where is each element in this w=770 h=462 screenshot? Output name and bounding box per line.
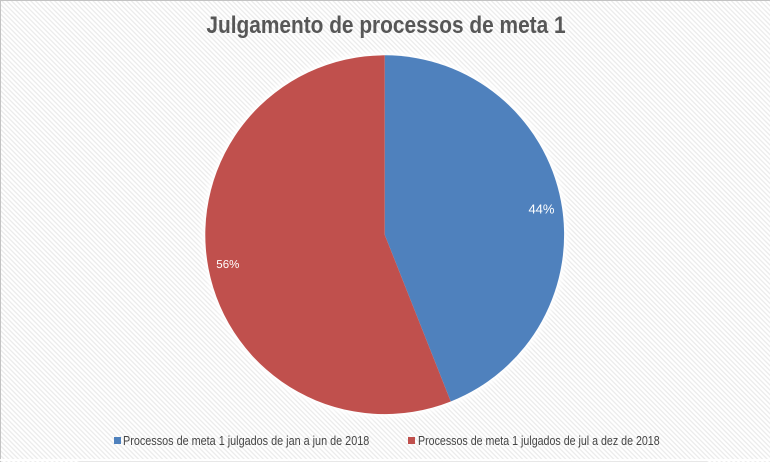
chart-legend: Processos de meta 1 julgados de jan a ju… (0, 433, 770, 449)
chart-border-top (0, 0, 770, 1)
legend-label-jul-dez: Processos de meta 1 julgados de jul a de… (418, 433, 660, 448)
data-label-jan-jun: 44% (528, 201, 554, 216)
pie-slice-jul-dez[interactable] (205, 55, 451, 415)
bottom-edge-line (79, 460, 707, 462)
legend-swatch-jul-dez (407, 437, 415, 445)
legend-label-jan-jun: Processos de meta 1 julgados de jan a ju… (123, 433, 370, 448)
legend-swatch-jan-jun (113, 437, 121, 445)
legend-item-jul-dez[interactable]: Processos de meta 1 julgados de jul a de… (407, 433, 704, 449)
chart-border-left (0, 0, 1, 462)
legend-item-jan-jun[interactable]: Processos de meta 1 julgados de jan a ju… (113, 433, 410, 449)
data-label-jul-dez: 56% (216, 259, 239, 271)
pie-slice-jan-jun[interactable] (384, 55, 565, 402)
chart-title[interactable]: Julgamento de processos de meta 1 (206, 12, 566, 40)
bottom-fade (0, 458, 770, 461)
